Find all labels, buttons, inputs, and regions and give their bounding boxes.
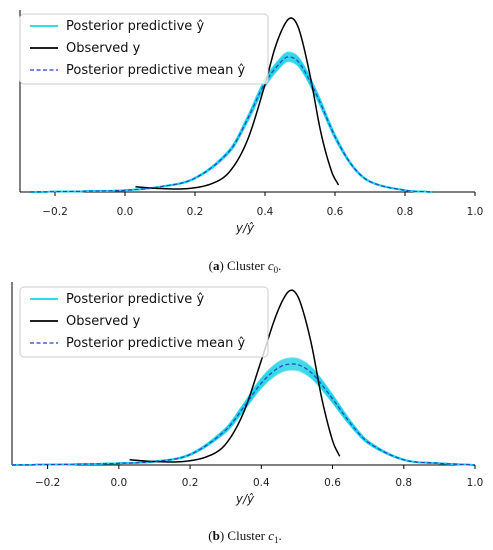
x-tick-label: 0.0	[117, 206, 134, 218]
plot-area-b	[11, 282, 476, 466]
x-tick-label: 0.4	[257, 206, 274, 218]
legend-label: Posterior predictive ŷ	[66, 19, 204, 34]
x-tick-label: −0.2	[35, 477, 61, 489]
caption-a: (a) Cluster c0.	[209, 258, 282, 275]
x-tick-label: 1.0	[467, 206, 484, 218]
x-tick-label: 0.2	[182, 477, 199, 489]
x-tick-label: 0.8	[397, 206, 414, 218]
caption-b: (b) Cluster c1.	[208, 528, 282, 545]
x-ticks-b: −0.2 0.0 0.2 0.4 0.6 0.8 1.0	[35, 465, 483, 489]
posterior-predictive-sample-line	[11, 366, 476, 466]
posterior-predictive-sample-line	[11, 364, 476, 466]
legend-a: Posterior predictive ŷ Observed y Posterio…	[19, 13, 269, 85]
observed-y-line	[135, 17, 340, 190]
panel-a: −0.2 0.0 0.2 0.4 0.6 0.8 1.0 y/ŷ Posterior pre…	[19, 10, 483, 275]
posterior-predictive-sample-line	[11, 368, 476, 466]
posterior-predictive-sample-line	[11, 366, 476, 466]
posterior-predictive-sample-line	[11, 368, 476, 466]
posterior-predictive-sample-line	[11, 367, 476, 466]
posterior-mean-line	[11, 363, 476, 466]
posterior-predictive-sample-line	[11, 366, 476, 466]
x-ticks-a: −0.2 0.0 0.2 0.4 0.6 0.8 1.0	[42, 192, 483, 218]
legend-b: Posterior predictive ŷ Observed y Posterio…	[19, 286, 269, 358]
legend-label: Posterior predictive ŷ	[66, 292, 204, 307]
legend-label: Posterior predictive mean ŷ	[66, 336, 245, 351]
legend-box	[19, 13, 269, 85]
x-tick-label: 0.6	[327, 206, 344, 218]
posterior-predictive-sample-line	[11, 363, 476, 466]
x-axis-label-a: y/ŷ	[235, 221, 255, 235]
posterior-predictive-sample-line	[11, 364, 476, 466]
x-tick-label: 0.0	[110, 477, 127, 489]
posterior-predictive-sample-line	[11, 367, 476, 466]
observed-y-line	[129, 289, 341, 463]
x-tick-label: −0.2	[42, 206, 68, 218]
x-tick-label: 1.0	[467, 477, 484, 489]
legend-label: Observed y	[66, 314, 141, 329]
plot-area-a	[19, 10, 475, 193]
posterior-predictive-sample-line	[11, 365, 476, 466]
x-tick-label: 0.2	[187, 206, 204, 218]
x-axis-label-b: y/ŷ	[235, 492, 255, 506]
legend-box	[19, 286, 269, 358]
legend-label: Observed y	[66, 41, 141, 56]
posterior-mean-line	[30, 56, 434, 193]
x-tick-label: 0.8	[395, 477, 412, 489]
posterior-predictive-sample-line	[11, 365, 476, 466]
legend-label: Posterior predictive mean ŷ	[66, 63, 245, 78]
panel-b: −0.2 0.0 0.2 0.4 0.6 0.8 1.0 y/ŷ Posterior pre…	[11, 282, 483, 545]
posterior-predictive-sample-line	[11, 369, 476, 466]
x-tick-label: 0.6	[324, 477, 341, 489]
x-tick-label: 0.4	[253, 477, 270, 489]
